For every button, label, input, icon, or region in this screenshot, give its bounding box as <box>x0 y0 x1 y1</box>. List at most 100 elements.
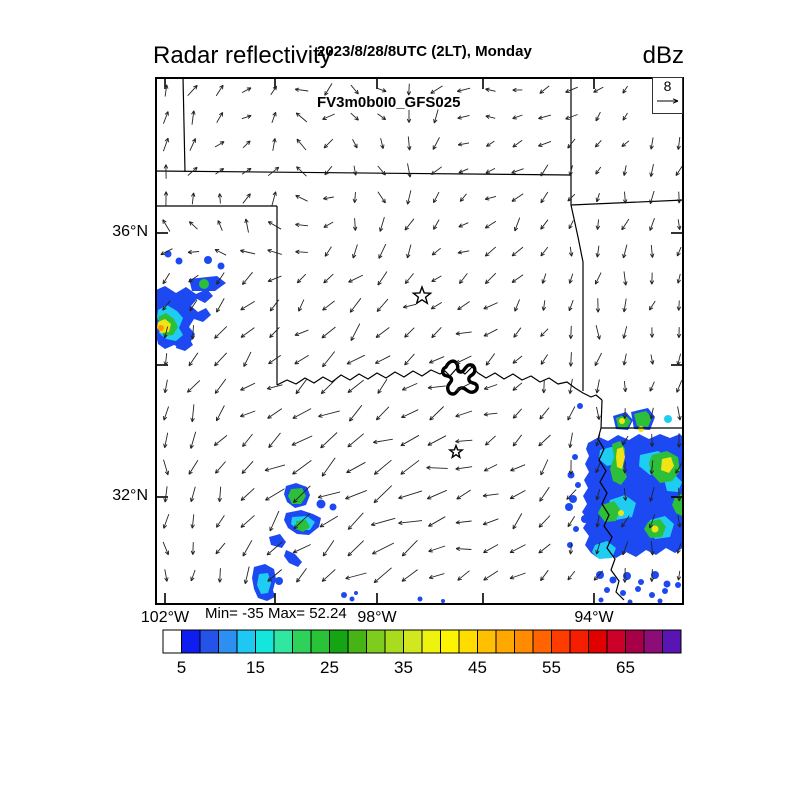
radar-echo-patch <box>672 493 684 517</box>
radar-echo-dot <box>675 582 681 588</box>
radar-echo-dot <box>651 571 659 579</box>
colorbar-tick-label: 5 <box>177 658 186 677</box>
colorbar-cell <box>569 629 589 654</box>
map-area: 8 <box>155 77 684 605</box>
radar-echo-dot <box>664 415 672 423</box>
radar-map-canvas <box>155 77 684 605</box>
colorbar-cell <box>625 629 645 654</box>
radar-echo-dot <box>598 597 604 603</box>
colorbar-canvas: 5 15 25 35 45 55 65 <box>162 629 682 677</box>
radar-echo-dot <box>577 403 583 409</box>
wind-vector-field <box>160 83 684 585</box>
radar-echo-dot <box>316 499 326 509</box>
colorbar-tick-label: 25 <box>320 658 339 677</box>
colorbar-cell <box>440 629 460 654</box>
colorbar-cell <box>310 629 330 654</box>
lon-axis-label: 94°W <box>574 609 614 626</box>
radar-echo-dot <box>635 586 641 592</box>
model-run-subtitle: FV3m0b0I0_GFS025 <box>317 94 461 111</box>
radar-echo-dot <box>604 587 610 593</box>
radar-echo-dot <box>649 592 655 598</box>
state-border-line <box>182 77 186 173</box>
colorbar-cell <box>495 629 515 654</box>
radar-echo-dot <box>204 256 212 264</box>
radar-echo-dot <box>329 503 337 511</box>
radar-echo-dot <box>575 482 581 488</box>
valid-time-title: 2023/8/28/8UTC (2LT), Monday <box>317 43 532 60</box>
state-border-line <box>597 427 625 601</box>
radar-echo-dot <box>275 577 283 585</box>
map-frame <box>155 77 684 605</box>
state-border-line <box>570 199 684 206</box>
radar-echo-patch <box>284 550 302 567</box>
colorbar-cell <box>421 629 441 654</box>
lon-axis-label: 102°W <box>140 609 190 626</box>
colorbar-cell <box>662 629 682 654</box>
river-meander-knot <box>441 359 479 396</box>
colorbar-cell <box>199 629 219 654</box>
colorbar-cell <box>458 629 478 654</box>
lon-axis-label: 98°W <box>357 609 397 626</box>
state-border-line <box>155 170 572 176</box>
colorbar-cell <box>329 629 349 654</box>
radar-echo-dot <box>663 580 671 588</box>
colorbar-cell <box>273 629 293 654</box>
colorbar-cell <box>477 629 497 654</box>
radar-echo-dot <box>596 571 604 579</box>
colorbar-tick-label: 35 <box>394 658 413 677</box>
radar-echo-dot <box>572 454 578 460</box>
colorbar-cell <box>162 629 182 654</box>
radar-echo-patch <box>257 573 271 594</box>
radar-echo-dot <box>565 503 573 511</box>
colorbar-cell <box>218 629 238 654</box>
colorbar-cell <box>532 629 552 654</box>
radar-echo-dot <box>164 250 172 258</box>
radar-echo-dot <box>620 590 626 596</box>
city-star-marker <box>447 443 465 459</box>
colorbar-cell <box>384 629 404 654</box>
radar-echo-patch <box>661 457 674 473</box>
colorbar-cell <box>551 629 571 654</box>
colorbar-cell <box>366 629 386 654</box>
radar-echo-dot <box>651 525 659 533</box>
radar-echo-dot <box>619 418 625 424</box>
radar-echo-dot <box>217 262 225 270</box>
radar-echo-dot <box>158 325 164 331</box>
minmax-label: Min= -35 Max= 52.24 <box>205 605 347 622</box>
radar-echo-patch <box>634 411 652 427</box>
colorbar-cell <box>514 629 534 654</box>
radar-echo-dot <box>349 596 355 602</box>
radar-echo-dot <box>662 588 668 594</box>
colorbar: 5 15 25 35 45 55 65 <box>162 629 684 686</box>
radar-echo-dot <box>175 257 183 265</box>
colorbar-cell <box>181 629 201 654</box>
radar-echo-patch <box>592 541 616 559</box>
radar-echo-dot <box>609 576 617 584</box>
colorbar-tick-label: 55 <box>542 658 561 677</box>
radar-echo-patch <box>616 447 625 469</box>
radar-echo-dot <box>441 599 445 603</box>
colorbar-tick-label: 45 <box>468 658 487 677</box>
colorbar-cell <box>292 629 312 654</box>
state-border-line <box>276 366 603 401</box>
radar-echo-dot <box>573 526 579 532</box>
radar-echo-dot <box>417 596 423 602</box>
radar-echo-dot <box>354 591 358 595</box>
colorbar-cell <box>236 629 256 654</box>
state-border-line <box>570 204 584 391</box>
reference-vector-box: 8 <box>652 77 683 114</box>
radar-echo-dot <box>567 471 575 479</box>
radar-echo-patch <box>176 336 193 351</box>
radar-echo-dot <box>569 495 577 503</box>
radar-echo-dot <box>638 426 644 432</box>
radar-echo-dot <box>618 510 624 516</box>
units-label: dBz <box>642 42 684 69</box>
colorbar-cell <box>347 629 367 654</box>
radar-echo-dot <box>341 592 347 598</box>
lat-axis-label: 32°N <box>112 487 148 504</box>
radar-echo-dot <box>199 279 209 289</box>
radar-echo-dot <box>567 542 573 548</box>
reference-vector-value: 8 <box>663 78 672 94</box>
colorbar-tick-label: 15 <box>246 658 265 677</box>
